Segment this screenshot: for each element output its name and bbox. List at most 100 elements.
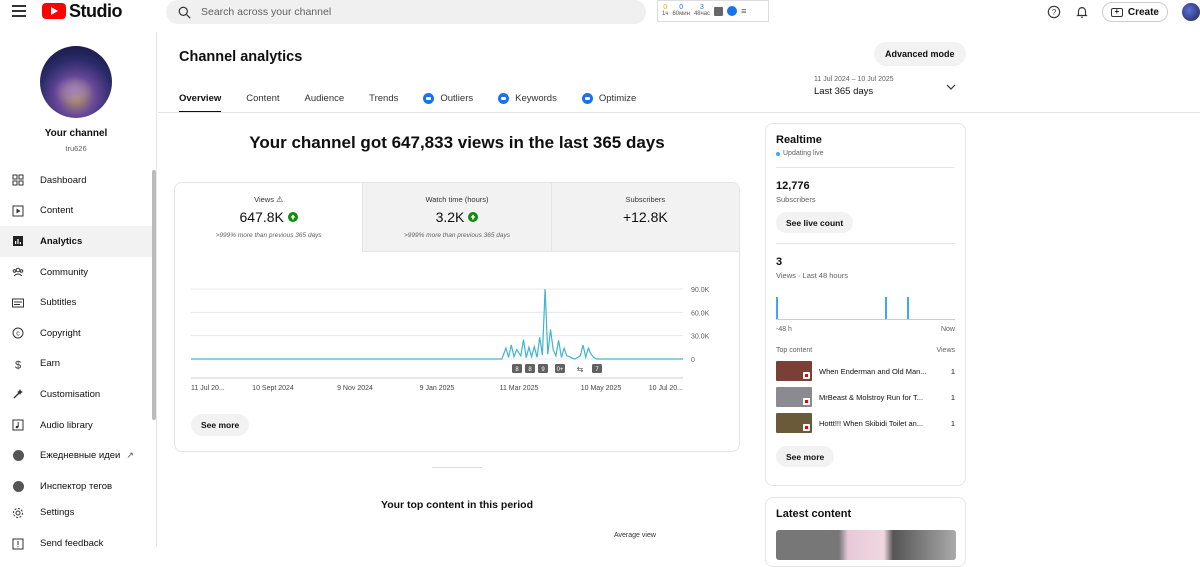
svg-text:0+: 0+ [557,367,564,373]
top-content-item[interactable]: Hottt!!! When Skibidi Toilet an... 1 [776,413,955,433]
tab-optimize[interactable]: Optimize [581,83,636,113]
metric-label: Subscribers [625,195,666,204]
views-series-line[interactable] [191,288,683,360]
top-content-item[interactable]: MrBeast & Molstroy Run for T... 1 [776,387,955,407]
sidebar-item-label: Send feedback [40,538,104,550]
sidebar-item-label: Subtitles [40,297,77,309]
axis-end: Now [940,326,955,333]
sidebar-item-community[interactable]: Community [0,257,152,288]
video-upload-marker[interactable]: 0+ [555,364,565,373]
sidebar-item-tag-inspector[interactable]: Инспектор тегов [0,471,152,502]
tab-keywords[interactable]: Keywords [498,83,557,113]
tab-content[interactable]: Content [246,83,279,113]
date-range-selector[interactable]: 11 Jul 2024 – 10 Jul 2025 Last 365 days [814,76,960,97]
shorts-badge-icon [803,398,810,405]
top-content-title: Your top content in this period [380,499,534,511]
metric-subscribers[interactable]: Subscribers +12.8K [551,183,739,252]
sidebar-item-dashboard[interactable]: Dashboard [0,165,152,196]
settings-icon [12,507,24,519]
sidebar-scrollbar[interactable] [152,170,156,420]
video-title: When Enderman and Old Man... [819,366,927,376]
page-title: Channel analytics [179,49,303,65]
sidebar-item-label: Ежедневные идеи [40,450,121,462]
shorts-badge-icon [803,372,810,379]
metric-views[interactable]: Views ⚠ 647.8K >999% more than previous … [175,183,364,252]
video-upload-marker[interactable]: 7 [592,364,602,373]
realtime-bar[interactable] [776,297,778,319]
advanced-mode-button[interactable]: Advanced mode [874,42,966,66]
channel-avatar[interactable] [40,46,112,118]
search-input[interactable] [201,6,601,18]
notifications-bell-icon[interactable] [1074,4,1090,20]
y-tick-label: 30.0K [691,334,710,341]
tab-trends[interactable]: Trends [369,83,398,113]
video-upload-marker[interactable]: 8 [512,364,522,373]
metric-comparison: >999% more than previous 365 days [215,232,322,239]
x-tick-label: 10 Jul 20... [649,385,683,392]
svg-text:7: 7 [595,367,599,373]
x-tick-label: 9 Jan 2025 [420,385,455,392]
extension-icon [12,450,24,462]
video-views: 1 [950,418,955,428]
tab-outliers[interactable]: Outliers [423,83,473,113]
see-live-count-button[interactable]: See live count [776,212,854,233]
search-bar[interactable] [166,0,646,24]
ext-stat-60min: 0 60мин [672,4,690,17]
views-line-chart[interactable]: 0 30.0K 60.0K 90.0K 11 Jul 20... 10 Sept 2024… [175,271,740,401]
svg-text:c: c [16,331,20,338]
sidebar-item-subtitles[interactable]: Subtitles [0,287,152,318]
shorts-badge-icon [803,424,810,431]
tab-audience[interactable]: Audience [305,83,345,113]
ext-menu-icon[interactable]: ≡ [741,6,747,16]
sidebar-item-send-feedback[interactable]: Send feedback [0,524,152,564]
see-more-button[interactable]: See more [776,446,835,467]
sidebar-item-analytics[interactable]: Analytics [0,226,152,257]
create-button[interactable]: + Create [1101,2,1168,22]
warning-icon: ⚠ [276,195,284,204]
subtitles-icon [12,297,24,309]
video-upload-marker[interactable]: 9 [538,364,548,373]
top-content-item[interactable]: When Enderman and Old Man... 1 [776,361,955,381]
sidebar-item-content[interactable]: Content [0,196,152,227]
svg-text:?: ? [1052,8,1057,17]
help-icon[interactable]: ? [1046,4,1062,20]
divider [776,243,955,244]
ext-box-icon[interactable] [714,6,724,16]
sidebar-item-settings[interactable]: Settings [0,502,152,524]
latest-content-title: Latest content [776,508,852,520]
content-icon [12,205,24,217]
realtime-bar[interactable] [885,297,888,319]
sidebar-item-daily-ideas[interactable]: Ежедневные идеи ↗ [0,440,152,471]
video-title: Hottt!!! When Skibidi Toilet an... [819,418,924,428]
x-tick-label: 10 Sept 2024 [252,385,294,392]
realtime-bar-chart[interactable] [776,294,955,320]
overview-chart-card: Views ⚠ 647.8K >999% more than previous … [174,182,740,452]
extension-icon [423,92,435,104]
metric-value: 647.8K [175,209,362,225]
sidebar-item-label: Audio library [40,419,93,431]
metric-watch-time[interactable]: Watch time (hours) 3.2K >999% more than … [363,183,552,252]
video-upload-marker[interactable]: 8 [525,364,535,373]
top-content-label: Top content [776,347,813,354]
account-avatar[interactable] [1182,3,1200,21]
sidebar-item-label: Analytics [40,235,83,247]
date-range-label: Last 365 days [814,86,874,97]
sidebar-item-customisation[interactable]: Customisation [0,379,152,410]
studio-logo[interactable]: Studio [42,1,123,21]
sidebar-item-earn[interactable]: $ Earn [0,349,152,380]
ext-logo-icon[interactable] [727,6,738,16]
extension-stats-widget[interactable]: 0 1ч 0 60мин 3 48час ≡ [657,0,769,22]
sidebar-item-copyright[interactable]: c Copyright [0,318,152,349]
views-headline: Your channel got 647,833 views in the la… [249,133,665,152]
sidebar-item-label: Content [40,205,74,217]
latest-content-thumbnail[interactable] [776,530,956,560]
x-tick-label: 9 Nov 2024 [337,385,373,392]
top-content-list: When Enderman and Old Man... 1 MrBeast & M… [776,361,955,433]
realtime-bar[interactable] [907,297,910,319]
menu-icon[interactable] [12,5,26,17]
sidebar-item-audio-library[interactable]: Audio library [0,410,152,441]
tab-overview[interactable]: Overview [179,83,222,113]
see-more-button[interactable]: See more [191,414,250,436]
create-label: Create [1127,6,1159,18]
tab-label: Overview [179,92,222,104]
